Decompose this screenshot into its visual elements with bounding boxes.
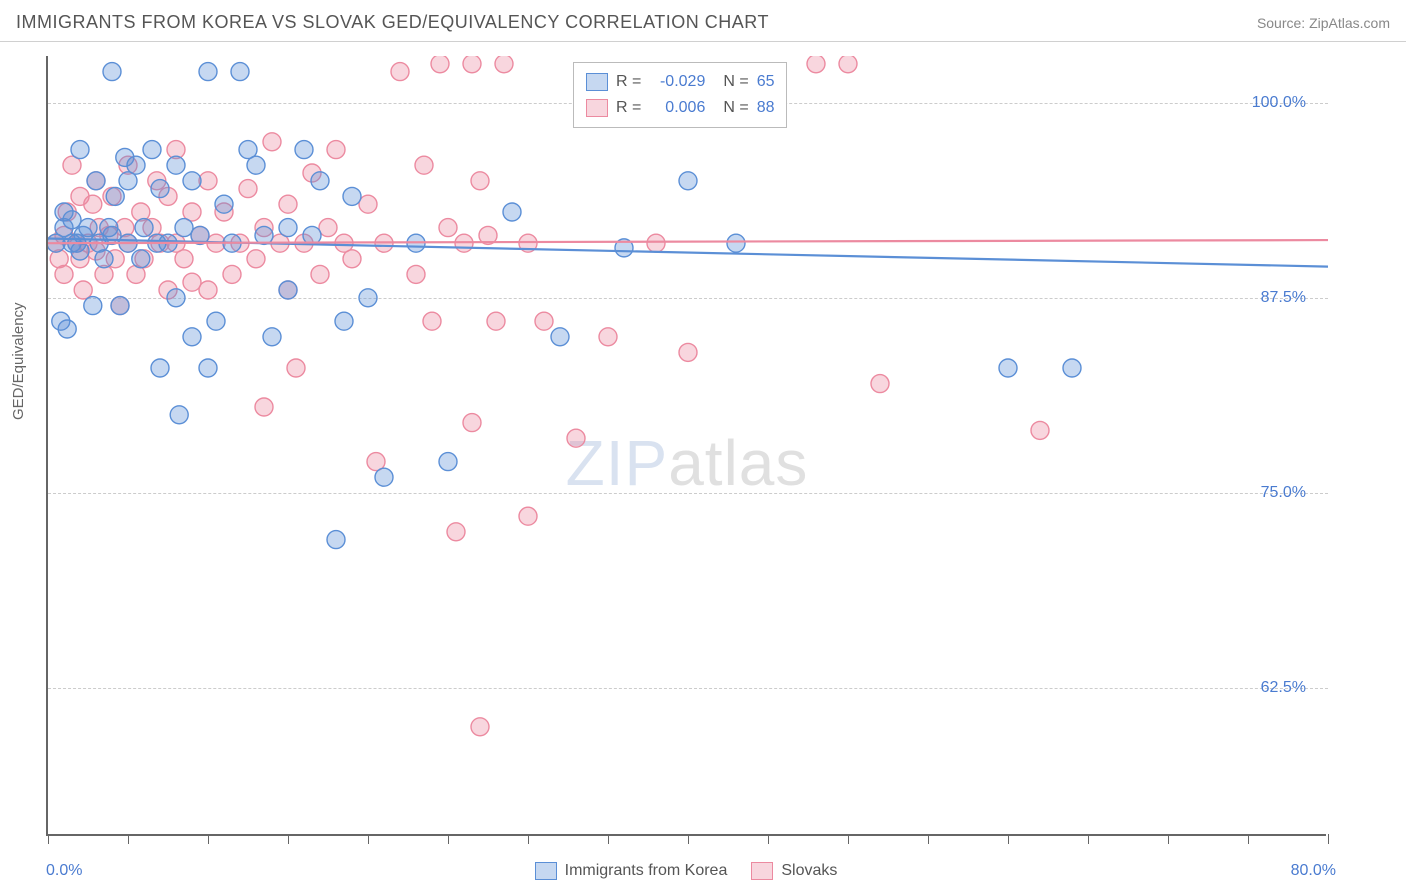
chart-area: ZIPatlas R = -0.029 N = 65 R = 0.006 N =… bbox=[46, 56, 1326, 836]
legend-row-slovak: R = 0.006 N = 88 bbox=[586, 95, 774, 121]
legend-label-korea: Immigrants from Korea bbox=[565, 862, 728, 880]
legend-swatch-korea bbox=[586, 73, 608, 91]
legend-swatch-slovak bbox=[586, 99, 608, 117]
legend-swatch-korea-bottom bbox=[535, 862, 557, 880]
legend-r-label: R = bbox=[616, 69, 641, 95]
legend-item-korea: Immigrants from Korea bbox=[535, 862, 728, 880]
legend-swatch-slovak-bottom bbox=[751, 862, 773, 880]
chart-source: Source: ZipAtlas.com bbox=[1257, 15, 1390, 31]
trend-lines bbox=[48, 56, 1328, 836]
plot-region: ZIPatlas R = -0.029 N = 65 R = 0.006 N =… bbox=[46, 56, 1326, 836]
legend-stats: R = -0.029 N = 65 R = 0.006 N = 88 bbox=[573, 62, 787, 128]
legend-label-slovak: Slovaks bbox=[781, 862, 837, 880]
legend-r-label: R = bbox=[616, 95, 641, 121]
legend-n-label: N = bbox=[723, 95, 748, 121]
chart-header: IMMIGRANTS FROM KOREA VS SLOVAK GED/EQUI… bbox=[0, 0, 1406, 42]
chart-title: IMMIGRANTS FROM KOREA VS SLOVAK GED/EQUI… bbox=[16, 12, 769, 33]
legend-n-value-slovak: 88 bbox=[757, 95, 775, 121]
y-axis-title: GED/Equivalency bbox=[10, 302, 27, 420]
legend-n-value-korea: 65 bbox=[757, 69, 775, 95]
legend-series: Immigrants from Korea Slovaks bbox=[46, 862, 1326, 880]
legend-r-value-korea: -0.029 bbox=[649, 69, 705, 95]
legend-row-korea: R = -0.029 N = 65 bbox=[586, 69, 774, 95]
legend-n-label: N = bbox=[723, 69, 748, 95]
legend-item-slovak: Slovaks bbox=[751, 862, 837, 880]
legend-r-value-slovak: 0.006 bbox=[649, 95, 705, 121]
